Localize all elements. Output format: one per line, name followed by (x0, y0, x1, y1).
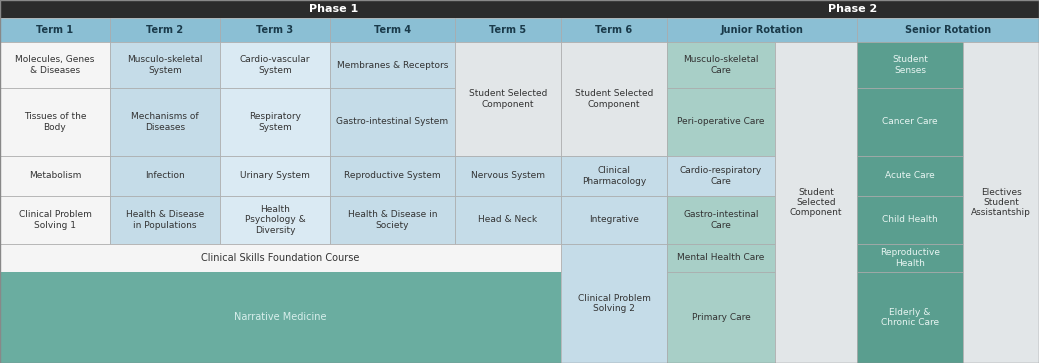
Text: Nervous System: Nervous System (471, 171, 545, 180)
Text: Term 2: Term 2 (146, 25, 184, 35)
Text: Student
Senses: Student Senses (893, 55, 928, 75)
Text: Membranes & Receptors: Membranes & Receptors (337, 61, 448, 69)
Text: Term 1: Term 1 (36, 25, 74, 35)
Text: Student
Selected
Component: Student Selected Component (790, 188, 843, 217)
Text: Mechanisms of
Diseases: Mechanisms of Diseases (131, 112, 198, 132)
Bar (455, 18, 561, 42)
Bar (667, 156, 775, 196)
Bar (110, 156, 220, 196)
Text: Clinical
Pharmacology: Clinical Pharmacology (582, 166, 646, 186)
Text: Clinical Problem
Solving 1: Clinical Problem Solving 1 (19, 210, 91, 230)
Bar (667, 42, 775, 88)
Bar (0, 244, 561, 272)
Bar (667, 18, 857, 42)
Text: Cardio-respiratory
Care: Cardio-respiratory Care (680, 166, 763, 186)
Bar (0, 272, 561, 363)
Text: Health
Psychology &
Diversity: Health Psychology & Diversity (244, 205, 305, 235)
Text: Gastro-intestinal System: Gastro-intestinal System (337, 118, 449, 126)
Bar (455, 156, 561, 196)
Bar (857, 18, 1039, 42)
Bar (857, 42, 963, 88)
Bar (561, 244, 667, 363)
Text: Health & Disease
in Populations: Health & Disease in Populations (126, 210, 204, 230)
Bar (857, 88, 963, 156)
Text: Molecules, Genes
& Diseases: Molecules, Genes & Diseases (16, 55, 95, 75)
Bar (0, 88, 110, 156)
Text: Reproductive
Health: Reproductive Health (880, 248, 940, 268)
Text: Phase 2: Phase 2 (828, 4, 878, 14)
Text: Term 5: Term 5 (489, 25, 527, 35)
Text: Phase 1: Phase 1 (309, 4, 358, 14)
Bar (455, 196, 561, 244)
Text: Cancer Care: Cancer Care (882, 118, 938, 126)
Bar (330, 156, 455, 196)
Bar (110, 18, 220, 42)
Bar (110, 196, 220, 244)
Text: Senior Rotation: Senior Rotation (905, 25, 991, 35)
Bar (330, 196, 455, 244)
Text: Cardio-vascular
System: Cardio-vascular System (240, 55, 311, 75)
Text: Clinical Skills Foundation Course: Clinical Skills Foundation Course (202, 253, 359, 263)
Text: Narrative Medicine: Narrative Medicine (234, 313, 326, 322)
Bar (110, 88, 220, 156)
Bar (561, 156, 667, 196)
Text: Tissues of the
Body: Tissues of the Body (24, 112, 86, 132)
Bar (0, 196, 110, 244)
Text: Acute Care: Acute Care (885, 171, 935, 180)
Bar (330, 42, 455, 88)
Text: Health & Disease in
Society: Health & Disease in Society (348, 210, 437, 230)
Bar (857, 156, 963, 196)
Text: Respiratory
System: Respiratory System (249, 112, 301, 132)
Bar (667, 272, 775, 363)
Bar (110, 42, 220, 88)
Text: Student Selected
Component: Student Selected Component (469, 89, 548, 109)
Text: Elderly &
Chronic Care: Elderly & Chronic Care (881, 308, 939, 327)
Bar (561, 196, 667, 244)
Bar (667, 0, 1039, 18)
Bar (857, 244, 963, 272)
Text: Clinical Problem
Solving 2: Clinical Problem Solving 2 (578, 294, 650, 313)
Bar (857, 272, 963, 363)
Text: Urinary System: Urinary System (240, 171, 310, 180)
Text: Integrative: Integrative (589, 216, 639, 224)
Bar (0, 18, 110, 42)
Bar (857, 196, 963, 244)
Bar (220, 42, 330, 88)
Bar (561, 42, 667, 156)
Text: Reproductive System: Reproductive System (344, 171, 441, 180)
Text: Peri-operative Care: Peri-operative Care (677, 118, 765, 126)
Text: Student Selected
Component: Student Selected Component (575, 89, 654, 109)
Text: Junior Rotation: Junior Rotation (721, 25, 803, 35)
Bar (775, 42, 857, 363)
Bar (220, 18, 330, 42)
Bar (330, 88, 455, 156)
Text: Term 4: Term 4 (374, 25, 411, 35)
Text: Musculo-skeletal
System: Musculo-skeletal System (127, 55, 203, 75)
Text: Term 3: Term 3 (257, 25, 294, 35)
Text: Gastro-intestinal
Care: Gastro-intestinal Care (684, 210, 758, 230)
Bar (220, 156, 330, 196)
Text: Term 6: Term 6 (595, 25, 633, 35)
Bar (220, 196, 330, 244)
Text: Musculo-skeletal
Care: Musculo-skeletal Care (684, 55, 758, 75)
Text: Infection: Infection (145, 171, 185, 180)
Bar (330, 18, 455, 42)
Bar (0, 0, 667, 18)
Bar (561, 18, 667, 42)
Text: Electives
Student
Assistantship: Electives Student Assistantship (971, 188, 1031, 217)
Text: Head & Neck: Head & Neck (478, 216, 537, 224)
Text: Primary Care: Primary Care (692, 313, 750, 322)
Bar (220, 88, 330, 156)
Bar (0, 156, 110, 196)
Bar (667, 244, 775, 272)
Bar (667, 88, 775, 156)
Bar (963, 42, 1039, 363)
Bar (455, 42, 561, 156)
Text: Mental Health Care: Mental Health Care (677, 253, 765, 262)
Text: Metabolism: Metabolism (29, 171, 81, 180)
Bar (0, 42, 110, 88)
Text: Child Health: Child Health (882, 216, 938, 224)
Bar (667, 196, 775, 244)
